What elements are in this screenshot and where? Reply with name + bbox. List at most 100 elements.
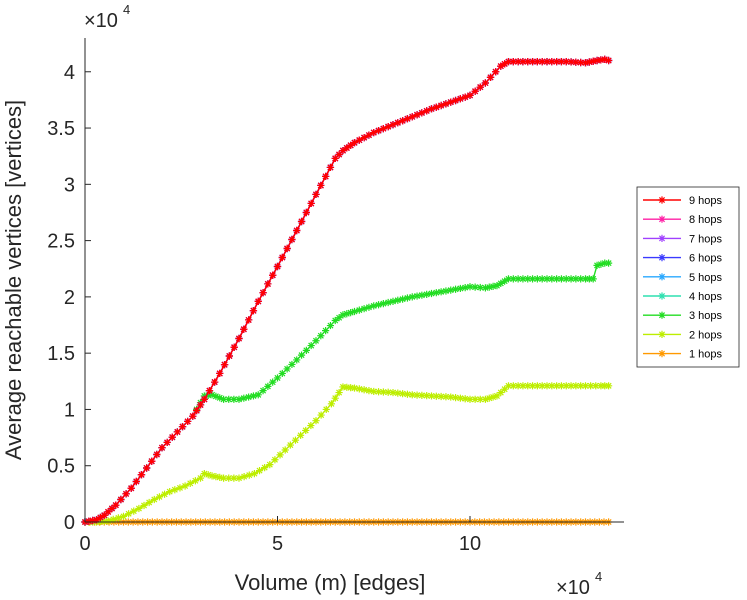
series-point-3-hops: [259, 386, 267, 395]
y-tick-label: 1: [64, 399, 75, 421]
series-point-2-hops: [261, 463, 269, 472]
series-point-3-hops: [399, 295, 407, 303]
series-point-9-hops: [104, 508, 112, 516]
x-exponent-label: ×10 4: [556, 569, 602, 599]
y-tick-label: 2: [64, 287, 75, 309]
series-point-2-hops: [331, 394, 339, 402]
series-point-9-hops: [442, 100, 450, 108]
series-point-9-hops: [143, 464, 151, 472]
series-point-2-hops: [322, 405, 330, 414]
series-point-3-hops: [249, 392, 258, 400]
series-point-9-hops: [230, 343, 238, 351]
series-point-2-hops: [543, 382, 551, 390]
series-point-2-hops: [291, 436, 300, 444]
legend-item: 5 hops: [643, 272, 723, 284]
x-exponent-base: ×10: [556, 577, 590, 599]
series-point-3-hops: [553, 275, 561, 283]
y-tick-label: 3: [64, 174, 75, 196]
series-point-2-hops: [271, 456, 279, 464]
series-point-2-hops: [160, 490, 169, 498]
series-point-9-hops: [501, 60, 509, 68]
series-point-2-hops: [577, 382, 585, 390]
y-tick-label: 3.5: [47, 118, 75, 140]
series-point-9-hops: [245, 316, 253, 324]
series-point-9-hops: [528, 58, 537, 66]
y-tick-label: 1.5: [47, 343, 75, 365]
series-point-3-hops: [418, 291, 426, 299]
series-point-3-hops: [408, 293, 416, 301]
series-point-2-hops: [509, 382, 517, 390]
series-point-9-hops: [235, 334, 243, 343]
series-point-2-hops: [461, 395, 469, 403]
series-point-3-hops: [538, 275, 546, 283]
legend-label: 5 hops: [689, 272, 723, 284]
series-5-hops: [81, 55, 613, 526]
series-point-9-hops: [476, 83, 484, 91]
series-point-9-hops: [259, 289, 267, 297]
series-point-3-hops: [497, 279, 505, 287]
series-point-3-hops: [447, 286, 455, 294]
y-exponent-power: 4: [123, 2, 130, 17]
series-point-2-hops: [456, 394, 464, 402]
legend-swatch-marker: [658, 254, 666, 262]
series-point-3-hops: [339, 311, 347, 319]
series-4-hops: [81, 55, 613, 526]
series-point-3-hops: [543, 275, 551, 283]
series-point-2-hops: [104, 517, 112, 525]
series-point-9-hops: [370, 128, 378, 137]
series-point-9-hops: [189, 412, 197, 420]
series-point-3-hops: [365, 303, 373, 311]
series-point-3-hops: [432, 289, 440, 297]
series-point-9-hops: [108, 504, 116, 513]
series-point-2-hops: [399, 390, 407, 398]
y-tick-label: 0.5: [47, 456, 75, 478]
legend-swatch-marker: [658, 292, 666, 300]
series-point-2-hops: [135, 504, 143, 513]
series-point-2-hops: [196, 474, 205, 482]
x-ticks: 0 5 10: [79, 516, 481, 555]
series-point-2-hops: [307, 421, 315, 430]
y-tick-label: 0: [64, 512, 75, 534]
series-line-7-hops: [84, 58, 609, 523]
series-point-9-hops: [297, 217, 306, 226]
series-point-2-hops: [255, 466, 264, 475]
series-point-2-hops: [504, 382, 513, 390]
series-point-3-hops: [230, 395, 238, 403]
series-point-2-hops: [220, 474, 228, 482]
series-point-3-hops: [593, 261, 601, 269]
series-point-2-hops: [408, 391, 416, 399]
series-point-9-hops: [355, 136, 363, 144]
series-point-3-hops: [288, 360, 296, 369]
series-point-9-hops: [581, 59, 590, 67]
series-point-3-hops: [384, 298, 392, 307]
series-point-3-hops: [481, 284, 489, 292]
series-point-3-hops: [278, 369, 286, 378]
series-point-3-hops: [264, 382, 272, 390]
series-point-9-hops: [85, 517, 93, 525]
series-point-9-hops: [288, 235, 296, 244]
series-line-6-hops: [84, 58, 609, 523]
legend-label: 4 hops: [689, 291, 723, 303]
series-point-3-hops: [585, 275, 593, 283]
series-point-2-hops: [497, 388, 505, 397]
series-point-9-hops: [293, 226, 301, 235]
series-point-2-hops: [432, 392, 440, 400]
series-point-3-hops: [293, 356, 301, 364]
series-point-2-hops: [281, 446, 289, 454]
series-3-hops: [81, 259, 613, 526]
legend-swatch-marker: [658, 234, 666, 242]
series-point-3-hops: [350, 307, 359, 316]
legend-label: 1 hops: [689, 349, 723, 361]
series-point-9-hops: [418, 109, 426, 117]
series-point-9-hops: [264, 280, 272, 288]
series-point-2-hops: [355, 385, 363, 393]
legend-item: 2 hops: [643, 329, 723, 341]
legend-item: 6 hops: [643, 253, 723, 265]
series-point-9-hops: [350, 139, 359, 147]
series-point-2-hops: [601, 382, 609, 390]
series-point-9-hops: [466, 91, 474, 100]
series-point-3-hops: [379, 300, 387, 308]
series-point-3-hops: [403, 294, 412, 302]
series-point-3-hops: [605, 259, 613, 267]
